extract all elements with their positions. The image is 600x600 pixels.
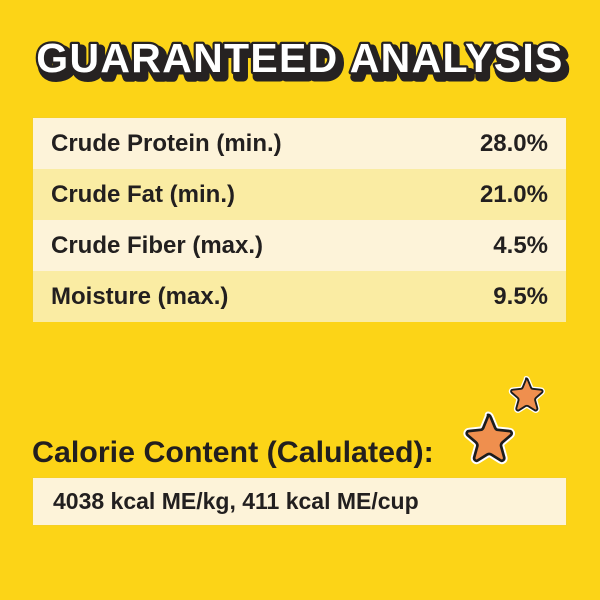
svg-text:GUARANTEED ANALYSIS: GUARANTEED ANALYSIS xyxy=(36,35,563,81)
